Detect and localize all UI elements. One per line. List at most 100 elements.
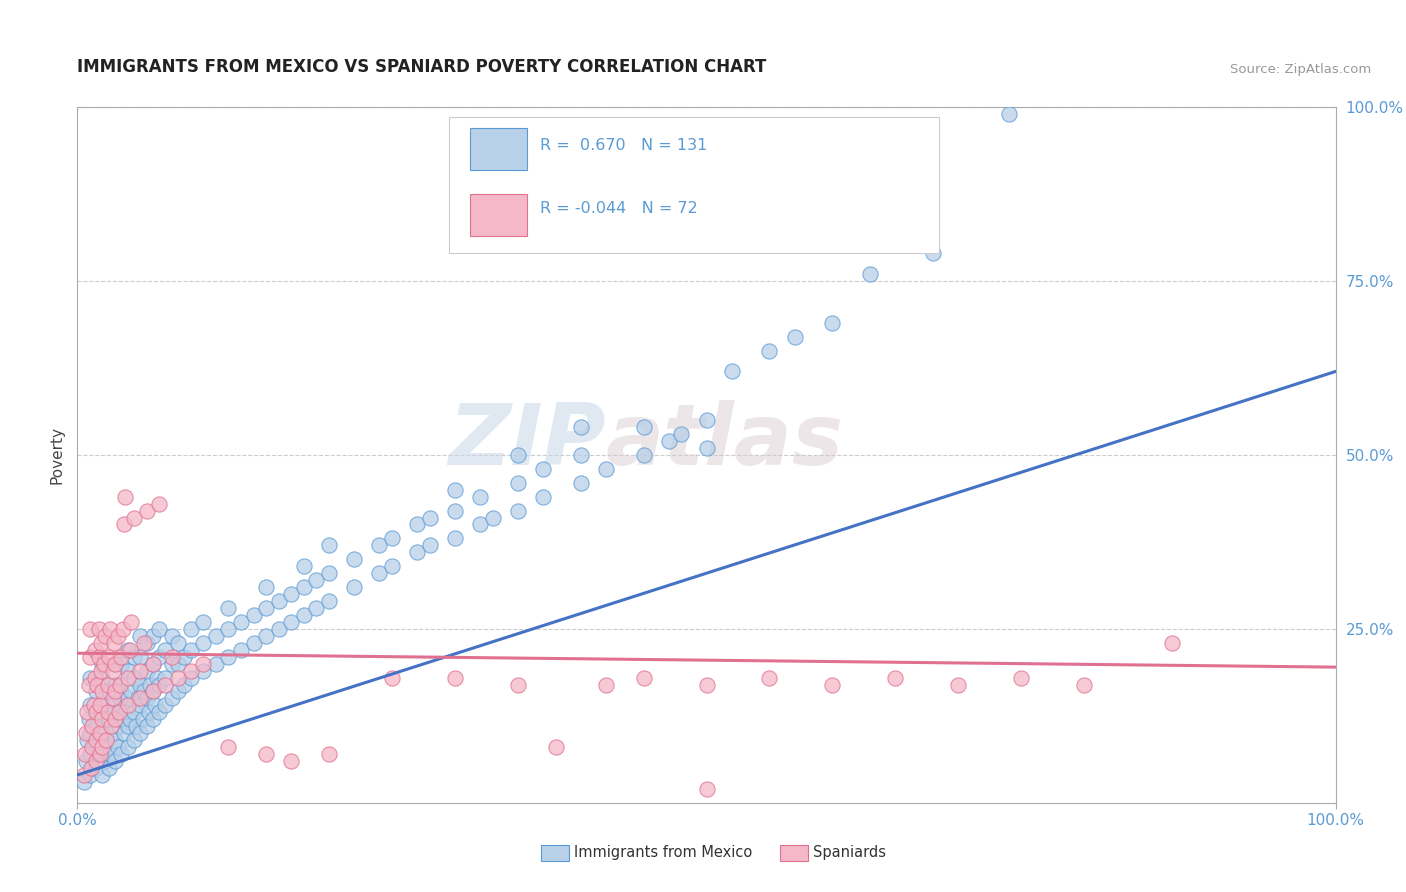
Point — [91, 657, 114, 671]
Point — [84, 642, 107, 657]
Point — [79, 747, 101, 761]
Point — [305, 601, 328, 615]
Point — [98, 622, 121, 636]
Point — [280, 587, 302, 601]
Point — [167, 657, 190, 671]
Point — [100, 719, 122, 733]
Text: R = -0.044   N = 72: R = -0.044 N = 72 — [540, 201, 699, 216]
Point — [506, 448, 529, 462]
Point — [468, 517, 491, 532]
Point — [132, 712, 155, 726]
Point — [110, 712, 132, 726]
Point — [122, 510, 145, 524]
Point — [89, 698, 111, 713]
Point — [107, 740, 129, 755]
Point — [122, 649, 145, 664]
Point — [129, 649, 152, 664]
Point — [696, 413, 718, 427]
Point — [75, 726, 97, 740]
Point — [96, 733, 118, 747]
Point — [143, 698, 166, 713]
Point — [79, 649, 101, 664]
Point — [167, 684, 190, 698]
Text: ZIP: ZIP — [449, 400, 606, 483]
Point — [720, 364, 742, 378]
Point — [117, 691, 139, 706]
Point — [84, 754, 107, 768]
Point — [142, 684, 165, 698]
Point — [110, 747, 132, 761]
Point — [89, 733, 111, 747]
Point — [569, 475, 592, 490]
Point — [506, 503, 529, 517]
Point — [112, 517, 135, 532]
Point — [73, 747, 96, 761]
Point — [132, 684, 155, 698]
Point — [79, 698, 101, 713]
Point — [110, 649, 132, 664]
Point — [82, 761, 104, 775]
Point — [444, 503, 467, 517]
Bar — [470, 128, 527, 169]
Point — [242, 607, 264, 622]
Point — [254, 629, 277, 643]
Point — [658, 434, 681, 448]
Point — [783, 329, 806, 343]
Point — [117, 698, 139, 713]
Point — [135, 636, 157, 650]
Point — [104, 657, 127, 671]
Point — [87, 649, 110, 664]
Point — [79, 622, 101, 636]
Point — [444, 483, 467, 497]
Point — [84, 706, 107, 720]
Point — [204, 657, 226, 671]
Point — [142, 684, 165, 698]
Point — [948, 677, 970, 691]
Point — [633, 671, 655, 685]
Point — [229, 615, 252, 629]
Point — [112, 726, 135, 740]
Point — [217, 601, 239, 615]
Point — [138, 706, 160, 720]
Point — [129, 677, 152, 691]
Point — [267, 594, 290, 608]
Point — [468, 490, 491, 504]
Point — [160, 691, 183, 706]
Point — [93, 657, 115, 671]
Point — [86, 677, 108, 691]
Point — [84, 684, 107, 698]
Point — [595, 462, 617, 476]
Point — [87, 622, 110, 636]
Point — [148, 497, 170, 511]
Text: IMMIGRANTS FROM MEXICO VS SPANIARD POVERTY CORRELATION CHART: IMMIGRANTS FROM MEXICO VS SPANIARD POVER… — [77, 58, 766, 76]
Point — [110, 657, 132, 671]
Point — [104, 706, 127, 720]
Point — [135, 691, 157, 706]
Point — [87, 754, 110, 768]
Point — [127, 691, 149, 706]
Point — [569, 448, 592, 462]
Point — [96, 677, 118, 691]
Text: Immigrants from Mexico: Immigrants from Mexico — [574, 846, 752, 860]
Point — [267, 622, 290, 636]
Point — [242, 636, 264, 650]
Point — [79, 671, 101, 685]
Point — [160, 629, 183, 643]
Point — [72, 768, 94, 782]
Point — [160, 657, 183, 671]
Point — [160, 649, 183, 664]
Point — [444, 671, 467, 685]
Point — [104, 754, 127, 768]
Point — [75, 754, 97, 768]
Point — [217, 622, 239, 636]
Point — [84, 719, 107, 733]
Point — [191, 657, 215, 671]
Point — [96, 712, 118, 726]
Point — [122, 706, 145, 720]
Point — [148, 677, 170, 691]
Point — [280, 754, 302, 768]
Point — [758, 671, 780, 685]
Point — [305, 573, 328, 587]
Text: Spaniards: Spaniards — [813, 846, 886, 860]
Point — [122, 671, 145, 685]
